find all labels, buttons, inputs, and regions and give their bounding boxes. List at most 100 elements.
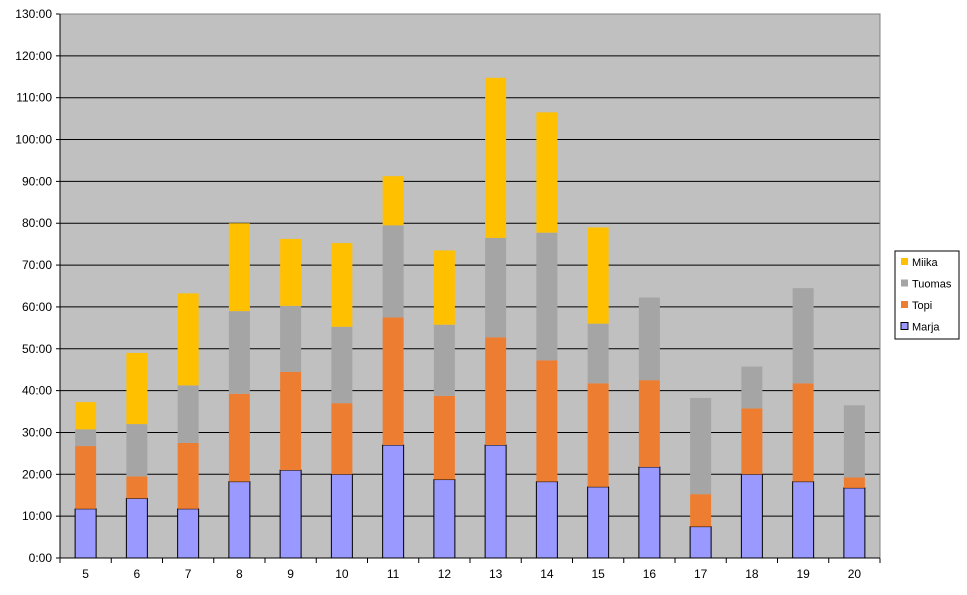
bars (74, 77, 866, 559)
x-tick-label: 10 (335, 567, 349, 581)
bar-topi-15 (587, 383, 609, 487)
y-tick-label: 30:00 (22, 425, 52, 439)
bar-topi-5 (75, 446, 97, 509)
bar-topi-10 (331, 403, 353, 475)
y-tick-label: 40:00 (22, 384, 52, 398)
legend-swatch-tuomas (901, 279, 908, 287)
y-tick-label: 80:00 (22, 216, 52, 230)
bar-topi-16 (638, 380, 660, 467)
bar-tuomas-15 (587, 323, 609, 384)
bar-topi-14 (536, 360, 558, 482)
legend-label-marja: Marja (912, 322, 940, 334)
bar-marja-11 (382, 444, 405, 559)
bar-marja-6 (125, 497, 148, 559)
x-tick-label: 20 (848, 567, 862, 581)
bar-miika-14 (536, 112, 558, 233)
x-tick-label: 13 (489, 567, 503, 581)
x-tick-label: 11 (387, 567, 400, 581)
y-tick-label: 90:00 (22, 174, 52, 188)
y-tick-label: 0:00 (29, 551, 53, 565)
x-tick-label: 5 (82, 567, 89, 581)
bar-miika-10 (331, 243, 353, 327)
bar-tuomas-13 (485, 237, 507, 338)
bar-miika-13 (485, 77, 507, 238)
x-tick-label: 15 (591, 567, 605, 581)
y-tick-label: 100:00 (15, 133, 52, 147)
bar-miika-5 (75, 402, 97, 430)
bar-topi-12 (433, 395, 455, 480)
bar-topi-20 (843, 477, 865, 488)
bar-miika-15 (587, 227, 609, 324)
bar-topi-17 (690, 494, 712, 527)
legend-label-miika: Miika (912, 257, 939, 269)
bar-topi-8 (228, 393, 250, 482)
bar-marja-10 (330, 473, 353, 559)
bar-marja-12 (433, 479, 456, 559)
x-tick-label: 7 (185, 567, 192, 581)
bar-miika-12 (433, 250, 455, 325)
bar-marja-14 (535, 481, 558, 559)
bar-marja-5 (74, 508, 97, 559)
bar-topi-7 (177, 442, 199, 509)
legend-swatch-topi (901, 301, 908, 308)
bar-tuomas-16 (638, 297, 660, 381)
bar-tuomas-14 (536, 232, 558, 361)
bar-marja-20 (843, 487, 866, 559)
legend-swatch-miika (901, 258, 908, 265)
bar-miika-8 (228, 223, 250, 312)
legend-swatch-marja (900, 322, 909, 330)
x-tick-label: 9 (287, 567, 294, 581)
x-tick-label: 6 (134, 567, 141, 581)
bar-tuomas-18 (741, 366, 763, 409)
bar-miika-6 (126, 352, 148, 425)
bar-tuomas-12 (433, 324, 455, 396)
bar-topi-11 (382, 317, 404, 446)
bar-topi-9 (280, 371, 302, 471)
bar-marja-7 (177, 508, 200, 559)
y-tick-label: 110:00 (16, 91, 52, 105)
legend-label-topi: Topi (912, 300, 932, 312)
x-tick-label: 16 (643, 567, 657, 581)
x-tick-label: 8 (236, 567, 243, 581)
bar-tuomas-5 (75, 429, 97, 447)
y-tick-label: 70:00 (22, 258, 52, 272)
legend-label-tuomas: Tuomas (912, 279, 952, 291)
bar-topi-6 (126, 476, 148, 499)
bar-topi-19 (792, 383, 814, 482)
bar-tuomas-19 (792, 288, 814, 384)
bar-miika-11 (382, 176, 404, 226)
bar-marja-13 (484, 444, 507, 559)
bar-topi-13 (485, 337, 507, 446)
axes: 0:00 10:00 20:00 30:00 40:00 50:00 60:00 70:00 8… (15, 7, 881, 581)
y-tick-label: 130:00 (15, 7, 52, 21)
bar-marja-17 (689, 526, 712, 559)
bar-marja-18 (740, 473, 763, 559)
bar-tuomas-11 (382, 225, 404, 318)
bar-tuomas-20 (843, 405, 865, 478)
bar-marja-8 (228, 481, 251, 559)
bar-tuomas-9 (280, 305, 302, 372)
bar-tuomas-10 (331, 326, 353, 404)
x-tick-label: 18 (745, 567, 759, 581)
bar-miika-7 (177, 293, 199, 386)
y-tick-label: 120:00 (15, 49, 52, 63)
y-tick-label: 60:00 (22, 300, 52, 314)
bar-marja-16 (638, 466, 661, 559)
x-tick-label: 14 (540, 567, 554, 581)
bar-tuomas-8 (228, 311, 250, 394)
bar-tuomas-7 (177, 385, 199, 443)
legend: Miika Tuomas Topi Marja (894, 250, 960, 340)
bar-marja-9 (279, 469, 302, 559)
bar-miika-9 (280, 238, 302, 306)
y-tick-label: 20:00 (22, 467, 52, 481)
bar-topi-18 (741, 408, 763, 475)
bar-tuomas-17 (690, 397, 712, 495)
bar-marja-19 (792, 481, 815, 559)
x-tick-label: 12 (438, 567, 452, 581)
x-tick-label: 19 (796, 567, 810, 581)
y-tick-label: 10:00 (22, 509, 52, 523)
y-tick-label: 50:00 (22, 342, 52, 356)
x-tick-label: 17 (694, 567, 708, 581)
